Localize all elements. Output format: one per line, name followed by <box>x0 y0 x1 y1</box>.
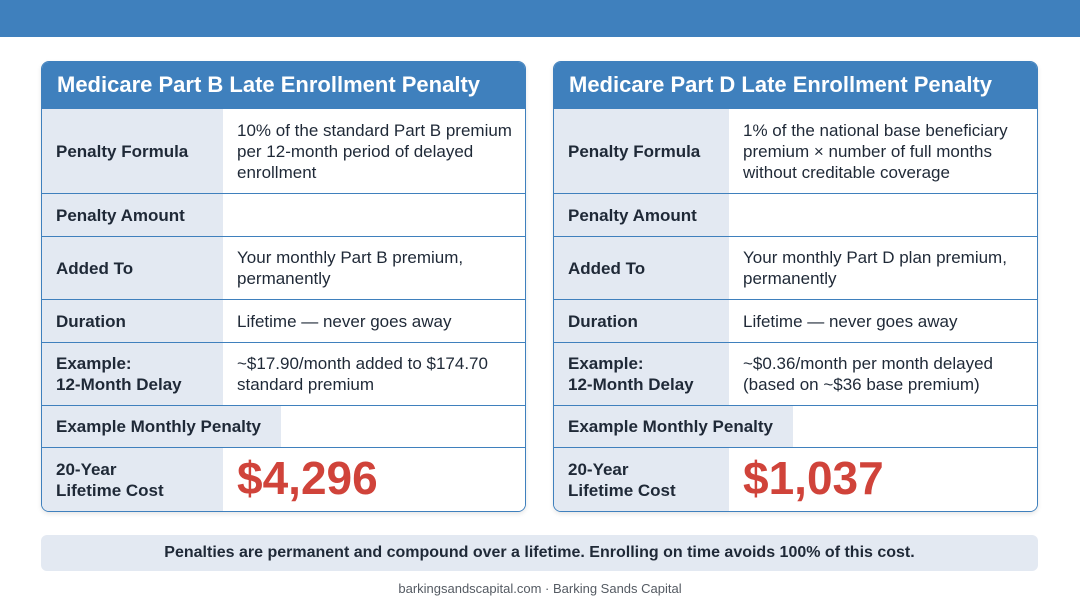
part-d-row-formula: Penalty Formula 1% of the national base … <box>554 108 1037 193</box>
row-value <box>729 194 1037 236</box>
part-d-row-duration: Duration Lifetime — never goes away <box>554 299 1037 342</box>
row-label: Duration <box>42 300 223 342</box>
footer-attribution: barkingsandscapital.com · Barking Sands … <box>398 581 682 596</box>
part-d-row-lifetime-cost: 20-Year Lifetime Cost $1,037 <box>554 447 1037 511</box>
summary-note: Penalties are permanent and compound ove… <box>41 535 1038 571</box>
part-d-row-monthly-penalty: Example Monthly Penalty <box>554 405 1037 447</box>
part-b-row-formula: Penalty Formula 10% of the standard Part… <box>42 108 525 193</box>
part-b-row-added-to: Added To Your monthly Part B premium, pe… <box>42 236 525 299</box>
row-value: ~$17.90/month added to $174.70 standard … <box>223 343 525 405</box>
lifetime-cost-value: $1,037 <box>729 448 1037 511</box>
row-label: Penalty Formula <box>42 109 223 193</box>
part-b-penalty-table: Medicare Part B Late Enrollment Penalty … <box>41 61 526 512</box>
row-value: Your monthly Part B premium, permanently <box>223 237 525 299</box>
part-d-title: Medicare Part D Late Enrollment Penalty <box>554 62 1037 108</box>
part-b-row-duration: Duration Lifetime — never goes away <box>42 299 525 342</box>
part-d-row-added-to: Added To Your monthly Part D plan premiu… <box>554 236 1037 299</box>
top-banner <box>0 0 1080 37</box>
row-label: Added To <box>554 237 729 299</box>
row-label: Duration <box>554 300 729 342</box>
row-label: Penalty Amount <box>554 194 729 236</box>
part-d-penalty-table: Medicare Part D Late Enrollment Penalty … <box>553 61 1038 512</box>
lifetime-cost-value: $4,296 <box>223 448 525 511</box>
row-label: Penalty Formula <box>554 109 729 193</box>
row-value: 10% of the standard Part B premium per 1… <box>223 109 525 193</box>
part-b-row-lifetime-cost: 20-Year Lifetime Cost $4,296 <box>42 447 525 511</box>
part-b-row-amount: Penalty Amount <box>42 193 525 236</box>
part-d-row-amount: Penalty Amount <box>554 193 1037 236</box>
row-label: Penalty Amount <box>42 194 223 236</box>
row-value: 1% of the national base beneficiary prem… <box>729 109 1037 193</box>
row-label: Added To <box>42 237 223 299</box>
row-label: Example: 12-Month Delay <box>554 343 729 405</box>
row-value: ~$0.36/month per month delayed (based on… <box>729 343 1037 405</box>
row-value: Lifetime — never goes away <box>729 300 1037 342</box>
row-label: 20-Year Lifetime Cost <box>42 448 223 511</box>
row-value <box>793 406 1037 447</box>
row-label: Example Monthly Penalty <box>554 406 793 447</box>
row-label: Example Monthly Penalty <box>42 406 281 447</box>
part-b-title: Medicare Part B Late Enrollment Penalty <box>42 62 525 108</box>
part-d-row-example: Example: 12-Month Delay ~$0.36/month per… <box>554 342 1037 405</box>
row-value: Your monthly Part D plan premium, perman… <box>729 237 1037 299</box>
part-b-row-monthly-penalty: Example Monthly Penalty <box>42 405 525 447</box>
row-value: Lifetime — never goes away <box>223 300 525 342</box>
row-label: 20-Year Lifetime Cost <box>554 448 729 511</box>
row-value <box>223 194 525 236</box>
row-value <box>281 406 525 447</box>
part-b-row-example: Example: 12-Month Delay ~$17.90/month ad… <box>42 342 525 405</box>
row-label: Example: 12-Month Delay <box>42 343 223 405</box>
